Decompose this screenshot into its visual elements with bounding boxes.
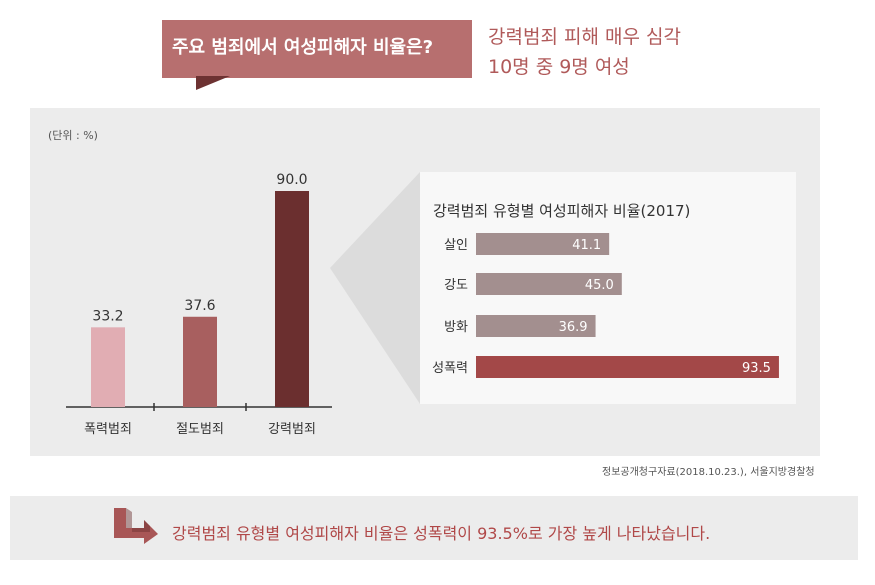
- hbar-category-label: 성폭력: [432, 361, 468, 376]
- bar-value-label: 37.6: [184, 298, 215, 314]
- category-label: 강력범죄: [268, 422, 316, 437]
- hbar-category-label: 강도: [444, 278, 468, 293]
- hbar-category-label: 방화: [444, 320, 468, 335]
- hbar-value-label: 93.5: [742, 361, 771, 376]
- category-label: 절도범죄: [176, 422, 224, 437]
- hbar: [476, 356, 779, 378]
- hbar: [476, 273, 622, 295]
- banner-title: 주요 범죄에서 여성피해자 비율은?: [172, 37, 434, 58]
- hbar-value-label: 36.9: [559, 320, 588, 335]
- hbar-value-label: 45.0: [585, 278, 614, 293]
- inset-title: 강력범죄 유형별 여성피해자 비율(2017): [433, 202, 691, 220]
- horizontal-bar-chart: 살인 41.1 강도 45.0 방화 36.9 성폭력 93.5: [432, 233, 779, 378]
- hbar-value-label: 41.1: [572, 238, 601, 253]
- footer-summary-text: 강력범죄 유형별 여성피해자 비율은 성폭력이 93.5%로 가장 높게 나타났…: [172, 524, 711, 543]
- subheading-line-1: 강력범죄 피해 매우 심각: [488, 26, 681, 48]
- bar: [275, 191, 309, 407]
- hbar: [476, 233, 610, 255]
- subheading-line-2: 10명 중 9명 여성: [488, 56, 630, 78]
- bar-value-label: 33.2: [92, 308, 123, 324]
- bar-value-label: 90.0: [276, 172, 307, 188]
- category-label: 폭력범죄: [84, 422, 132, 437]
- hbar: [476, 315, 596, 337]
- unit-label: (단위 : %): [48, 129, 98, 142]
- title-banner: [162, 20, 472, 78]
- zoom-connector: [330, 172, 420, 404]
- source-note: 정보공개청구자료(2018.10.23.), 서울지방경찰청: [602, 467, 815, 478]
- bar: [183, 316, 217, 407]
- vertical-bar-chart: 33.2 폭력범죄 37.6 절도범죄 90.0 강력범죄: [66, 172, 332, 437]
- bar: [91, 327, 125, 407]
- hbar-category-label: 살인: [444, 238, 468, 253]
- arrow-icon: [114, 508, 158, 544]
- banner-tail: [196, 76, 230, 90]
